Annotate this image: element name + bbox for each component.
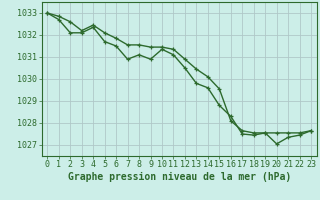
X-axis label: Graphe pression niveau de la mer (hPa): Graphe pression niveau de la mer (hPa): [68, 172, 291, 182]
